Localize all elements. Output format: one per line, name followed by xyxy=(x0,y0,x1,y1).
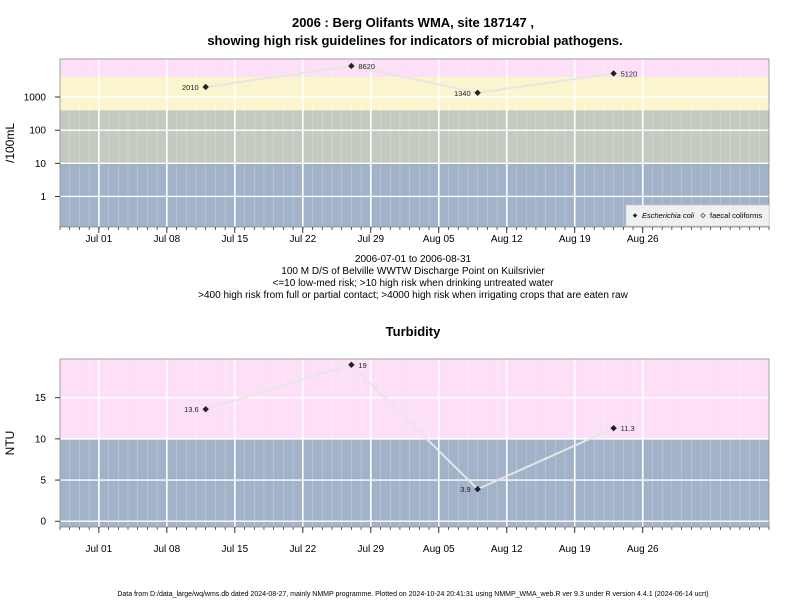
data-label: 1340 xyxy=(454,89,471,98)
risk-band xyxy=(60,59,769,78)
risk-band xyxy=(60,438,769,527)
x-tick-label: Aug 05 xyxy=(423,544,455,555)
x-tick-label: Aug 05 xyxy=(423,234,455,245)
data-label: 8620 xyxy=(358,62,375,71)
x-tick-label: Aug 26 xyxy=(627,234,659,245)
y-tick-label: 10 xyxy=(35,159,47,170)
legend-label-faecal: faecal coliforms xyxy=(710,211,762,220)
x-tick-label: Jul 08 xyxy=(153,234,180,245)
x-tick-label: Jul 15 xyxy=(221,544,248,555)
x-tick-label: Aug 19 xyxy=(559,234,591,245)
risk-band xyxy=(60,77,769,111)
data-label: 19 xyxy=(358,361,366,370)
caption-date-range: 2006-07-01 to 2006-08-31 xyxy=(355,254,472,265)
legend-marker-faecal xyxy=(700,212,706,219)
data-label: 11.3 xyxy=(621,424,635,433)
turbidity-title: Turbidity xyxy=(386,324,441,339)
series-line xyxy=(205,363,615,491)
caption-drinking-risk: <=10 low-med risk; >10 high risk when dr… xyxy=(273,278,555,289)
y-tick-label: 0 xyxy=(40,517,46,528)
data-point xyxy=(202,83,209,91)
x-tick-label: Aug 19 xyxy=(559,544,591,555)
x-tick-label: Jul 22 xyxy=(289,234,316,245)
data-point xyxy=(348,62,355,70)
caption-site: 100 M D/S of Belville WWTW Discharge Poi… xyxy=(281,266,545,277)
risk-band xyxy=(60,110,769,164)
caption-contact-risk: >400 high risk from full or partial cont… xyxy=(198,290,628,301)
data-label: 13.6 xyxy=(184,405,199,414)
legend-marker-ecoli xyxy=(632,213,638,218)
footer-note: Data from D:/data_large/wq/wms.db dated … xyxy=(117,591,708,598)
x-tick-label: Jul 29 xyxy=(357,234,384,245)
x-tick-label: Jul 22 xyxy=(289,544,316,555)
x-tick-label: Jul 01 xyxy=(86,544,113,555)
x-tick-label: Aug 12 xyxy=(491,234,523,245)
chart-subtitle: showing high risk guidelines for indicat… xyxy=(207,33,622,48)
y-tick-label: 5 xyxy=(40,476,46,487)
data-label: 5120 xyxy=(621,69,638,78)
x-tick-label: Jul 15 xyxy=(221,234,248,245)
plot-frame xyxy=(59,58,770,228)
x-tick-label: Jul 08 xyxy=(153,544,180,555)
data-label: 2010 xyxy=(182,83,199,92)
y-axis-title: /100mL xyxy=(3,123,17,163)
y-tick-label: 15 xyxy=(35,393,47,404)
x-tick-label: Jul 01 xyxy=(86,234,113,245)
x-tick-label: Aug 12 xyxy=(491,544,523,555)
data-point xyxy=(610,70,617,77)
y-axis-title: NTU xyxy=(3,431,17,456)
data-label: 3.9 xyxy=(460,485,470,494)
y-tick-label: 100 xyxy=(29,126,46,137)
y-tick-label: 10 xyxy=(35,434,47,445)
legend-label-ecoli: Escherichia coli xyxy=(642,211,694,220)
series-line xyxy=(205,64,614,94)
data-point xyxy=(202,406,209,413)
data-point xyxy=(474,485,481,493)
data-point xyxy=(348,361,355,368)
plot-frame xyxy=(59,358,770,528)
chart-title: 2006 : Berg Olifants WMA, site 187147 , xyxy=(292,15,534,30)
data-point xyxy=(474,89,481,96)
legend-box xyxy=(625,204,770,227)
microbial-plot: Jul 01 Jul 08 Jul 15 Jul 22 Jul 29 Aug 05 Aug … xyxy=(3,58,770,245)
turbidity-plot: Jul 01 Jul 08 Jul 15 Jul 22 Jul 29 Aug 05 Aug … xyxy=(3,358,770,555)
y-tick-label: 1000 xyxy=(24,93,47,104)
x-tick-label: Aug 26 xyxy=(627,544,659,555)
x-tick-label: Jul 29 xyxy=(357,544,384,555)
data-point xyxy=(610,424,617,432)
y-tick-label: 1 xyxy=(40,192,46,203)
